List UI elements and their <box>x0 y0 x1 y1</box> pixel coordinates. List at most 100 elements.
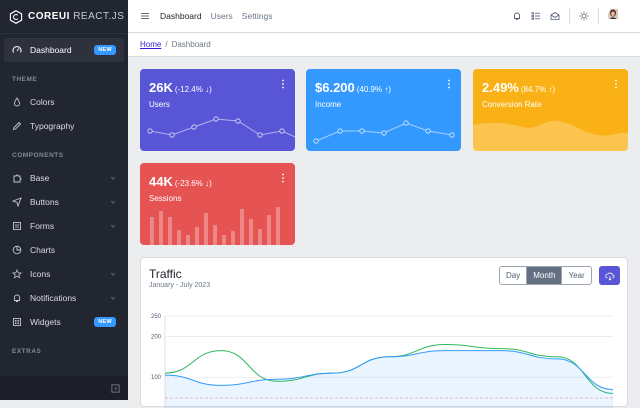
sidebar-item-charts[interactable]: Charts <box>4 238 124 262</box>
widget-label: Users <box>149 100 170 109</box>
sidebar-item-dashboard[interactable]: Dashboard NEW <box>4 38 124 62</box>
header-divider <box>569 8 570 24</box>
y-tick-label: 200 <box>151 334 162 340</box>
widget-sessions: 44K (-23.6% ↓) Sessions <box>140 163 295 245</box>
header-divider <box>598 8 599 24</box>
cloud-download-icon <box>604 272 614 281</box>
sidebar-item-label: Widgets <box>30 317 61 327</box>
widget-value: 44K <box>149 174 173 189</box>
speedometer-icon <box>12 45 22 55</box>
sessions-bar-chart <box>150 207 280 245</box>
users-sparkline <box>147 116 295 138</box>
period-toggle: Day Month Year <box>499 266 592 285</box>
brand-name: COREUI <box>28 11 70 22</box>
sidebar-item-forms[interactable]: Forms <box>4 214 124 238</box>
period-year-button[interactable]: Year <box>561 267 590 284</box>
list-icon[interactable] <box>531 11 541 21</box>
sidebar-item-label: Colors <box>30 97 55 107</box>
more-vertical-icon[interactable] <box>281 173 285 183</box>
header-nav-users[interactable]: Users <box>210 11 233 21</box>
period-day-button[interactable]: Day <box>506 271 521 280</box>
sidebar-item-colors[interactable]: Colors <box>4 90 124 114</box>
period-month-button[interactable]: Month <box>526 267 562 284</box>
sidebar: COREUI REACT.JS Dashboard NEW THEME Colo… <box>0 0 128 400</box>
new-badge: NEW <box>94 45 116 55</box>
notes-icon <box>12 221 22 231</box>
bell-icon <box>12 293 22 303</box>
sidebar-item-label: Charts <box>30 245 56 255</box>
sidebar-toggler[interactable] <box>0 376 128 400</box>
chevron-down-icon <box>110 272 116 276</box>
traffic-title: Traffic <box>149 267 182 281</box>
sidebar-item-widgets[interactable]: Widgets NEW <box>4 310 124 334</box>
widget-change: (84.7% ↑) <box>520 85 556 94</box>
avatar[interactable] <box>608 6 628 26</box>
brand[interactable]: COREUI REACT.JS <box>0 0 128 34</box>
pencil-icon <box>12 121 22 131</box>
header-nav-settings[interactable]: Settings <box>241 11 273 21</box>
conversion-area-chart <box>473 120 628 151</box>
cursor-icon <box>12 197 22 207</box>
chart-pie-icon <box>12 245 22 255</box>
download-button[interactable] <box>599 266 620 285</box>
chevron-down-icon <box>110 296 116 300</box>
widget-label: Conversion Rate <box>482 100 542 109</box>
sidebar-item-typography[interactable]: Typography <box>4 114 124 138</box>
widget-change: (-23.6% ↓) <box>174 179 212 188</box>
sidebar-item-icons[interactable]: Icons <box>4 262 124 286</box>
sidebar-item-notifications[interactable]: Notifications <box>4 286 124 310</box>
sidebar-item-label: Dashboard <box>30 45 72 55</box>
traffic-line-chart: 100 200 250 <box>151 314 614 408</box>
new-badge: NEW <box>94 317 116 327</box>
widget-value: 26K <box>149 80 173 95</box>
traffic-card: Traffic January - July 2023 Day Month Ye… <box>140 257 628 408</box>
header-nav-dashboard[interactable]: Dashboard <box>160 11 202 21</box>
collapse-icon <box>111 383 120 393</box>
chevron-down-icon <box>110 176 116 180</box>
brand-suffix: REACT.JS <box>73 11 125 22</box>
section-title-extras: EXTRAS <box>12 348 42 355</box>
sidebar-item-label: Buttons <box>30 197 59 207</box>
chevron-down-icon <box>110 200 116 204</box>
series-area <box>165 350 613 408</box>
breadcrumb-separator: / <box>165 40 168 49</box>
sidebar-item-base[interactable]: Base <box>4 166 124 190</box>
widget-change: (40.9% ↑) <box>356 85 391 94</box>
sidebar-item-label: Icons <box>30 269 51 279</box>
more-vertical-icon[interactable] <box>447 79 451 89</box>
traffic-subtitle: January - July 2023 <box>149 282 211 289</box>
y-tick-label: 100 <box>151 375 162 381</box>
series-line <box>164 350 614 390</box>
drop-icon <box>12 97 22 107</box>
more-vertical-icon[interactable] <box>281 79 285 89</box>
income-sparkline <box>313 120 455 144</box>
section-title-components: COMPONENTS <box>12 152 64 159</box>
calculator-icon <box>12 317 22 327</box>
widget-label: Sessions <box>149 194 182 203</box>
sidebar-item-label: Typography <box>30 121 75 131</box>
chevron-down-icon <box>110 224 116 228</box>
widget-conversion-rate: 2.49% (84.7% ↑) Conversion Rate <box>473 69 628 151</box>
coreui-logo-icon <box>9 9 23 24</box>
sun-icon[interactable] <box>579 11 589 21</box>
breadcrumb: Home / Dashboard <box>128 33 640 57</box>
widget-value: 2.49% <box>482 80 519 95</box>
menu-icon[interactable] <box>140 11 150 21</box>
widget-income: $6.200 (40.9% ↑) Income <box>306 69 461 151</box>
widget-change: (-12.4% ↓) <box>174 85 212 94</box>
sidebar-item-label: Notifications <box>30 293 77 303</box>
widget-users: 26K (-12.4% ↓) Users <box>140 69 295 151</box>
breadcrumb-home-link[interactable]: Home <box>140 40 162 49</box>
sidebar-item-buttons[interactable]: Buttons <box>4 190 124 214</box>
widget-label: Income <box>315 100 342 109</box>
section-title-theme: THEME <box>12 76 38 83</box>
puzzle-icon <box>12 173 22 183</box>
widget-value: $6.200 <box>315 80 355 95</box>
header: Dashboard Users Settings <box>128 0 640 33</box>
envelope-icon[interactable] <box>550 11 560 21</box>
more-vertical-icon[interactable] <box>614 79 618 89</box>
y-tick-label: 250 <box>151 314 162 320</box>
sidebar-item-label: Forms <box>30 221 55 231</box>
sidebar-item-label: Base <box>30 173 50 183</box>
bell-icon[interactable] <box>512 11 522 21</box>
